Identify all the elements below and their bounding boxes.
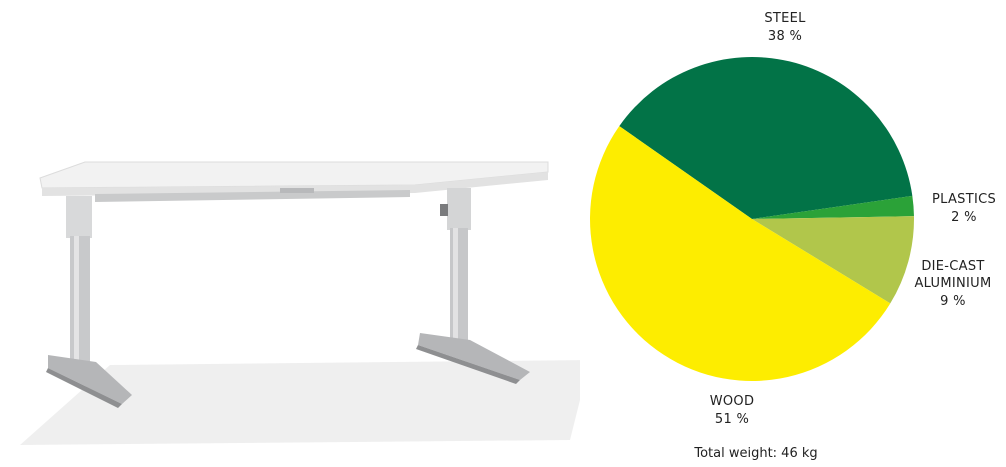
label-wood-name: WOOD: [710, 394, 755, 409]
right-leg-lower: [450, 228, 468, 354]
frame-bracket: [280, 188, 314, 193]
pie-slice-plastics: [752, 195, 914, 219]
left-foot: [48, 355, 132, 404]
right-leg-upper: [447, 188, 471, 230]
pie-slice-steel: [619, 57, 913, 219]
desktop-edge: [42, 172, 548, 196]
floor-shadow: [20, 360, 580, 445]
pie-slice-wood: [590, 126, 891, 381]
total-weight-footnote: Total weight: 46 kg: [694, 446, 818, 461]
right-foot: [418, 333, 530, 380]
material-pie-chart: STEEL 38 % PLASTICS 2 % DIE-CAST ALUMINI…: [590, 11, 996, 427]
pie-slices: [590, 57, 915, 381]
pie-slice-diecast: [752, 216, 915, 304]
left-leg-lower: [70, 236, 90, 368]
frame-rail: [95, 190, 410, 202]
label-wood-value: 51 %: [715, 412, 749, 427]
label-plastics-name: PLASTICS: [932, 192, 996, 207]
label-steel-name: STEEL: [764, 11, 806, 26]
label-diecast-line2: ALUMINIUM: [914, 276, 991, 291]
label-diecast-line1: DIE-CAST: [921, 259, 984, 274]
label-plastics-value: 2 %: [951, 210, 977, 225]
left-leg-upper: [66, 196, 92, 238]
label-diecast-value: 9 %: [940, 294, 966, 309]
desk-product-image: [20, 161, 580, 445]
label-steel-value: 38 %: [768, 29, 802, 44]
